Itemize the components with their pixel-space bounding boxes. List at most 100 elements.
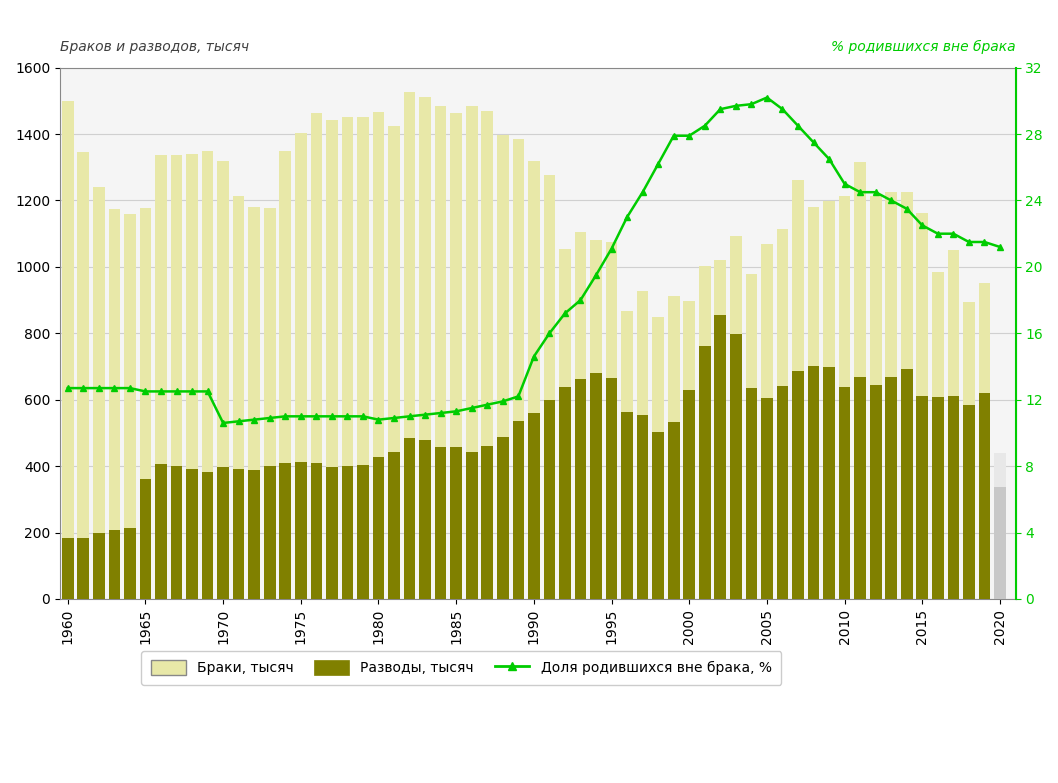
Bar [761, 399, 772, 599]
Bar [388, 452, 400, 599]
Bar [699, 266, 711, 599]
Bar [637, 415, 649, 599]
Bar [217, 467, 229, 599]
Bar [854, 162, 867, 599]
Bar [979, 283, 990, 599]
Bar [932, 397, 944, 599]
Bar [170, 155, 182, 599]
Bar [606, 378, 618, 599]
Bar [792, 179, 804, 599]
Bar [419, 440, 431, 599]
Bar [233, 470, 244, 599]
Bar [901, 192, 913, 599]
Bar [404, 92, 416, 599]
Bar [404, 438, 416, 599]
Bar [295, 463, 307, 599]
Bar [186, 470, 198, 599]
Bar [93, 533, 105, 599]
Bar [653, 432, 664, 599]
Bar [358, 465, 369, 599]
Bar [606, 242, 618, 599]
Bar [466, 452, 477, 599]
Bar [466, 106, 477, 599]
Bar [372, 456, 384, 599]
Bar [590, 240, 602, 599]
Bar [528, 161, 540, 599]
Bar [886, 192, 897, 599]
Bar [93, 187, 105, 599]
Bar [995, 487, 1006, 599]
Bar [263, 208, 275, 599]
Bar [886, 377, 897, 599]
Bar [637, 290, 649, 599]
Bar [963, 302, 974, 599]
Bar [714, 316, 726, 599]
Bar [451, 113, 462, 599]
Bar [62, 101, 74, 599]
Bar [77, 153, 89, 599]
Bar [574, 379, 586, 599]
Bar [124, 214, 135, 599]
Bar [621, 312, 633, 599]
Bar [528, 413, 540, 599]
Bar [512, 420, 524, 599]
Bar [854, 377, 867, 599]
Bar [481, 446, 493, 599]
Bar [839, 387, 851, 599]
Bar [372, 113, 384, 599]
Bar [233, 196, 244, 599]
Bar [249, 207, 260, 599]
Text: Браков и разводов, тысяч: Браков и разводов, тысяч [60, 41, 249, 54]
Bar [481, 111, 493, 599]
Bar [544, 175, 555, 599]
Bar [948, 251, 960, 599]
Bar [140, 207, 151, 599]
Bar [202, 472, 214, 599]
Bar [310, 464, 323, 599]
Bar [668, 422, 679, 599]
Bar [761, 244, 772, 599]
Bar [621, 413, 633, 599]
Bar [963, 406, 974, 599]
Bar [156, 464, 167, 599]
Bar [279, 150, 291, 599]
Bar [326, 467, 338, 599]
Legend: Браки, тысяч, Разводы, тысяч, Доля родившихся вне брака, %: Браки, тысяч, Разводы, тысяч, Доля родив… [142, 651, 781, 685]
Bar [807, 366, 819, 599]
Bar [559, 249, 570, 599]
Bar [870, 196, 881, 599]
Bar [932, 272, 944, 599]
Bar [217, 161, 229, 599]
Bar [186, 154, 198, 599]
Bar [388, 126, 400, 599]
Bar [807, 207, 819, 599]
Bar [109, 209, 121, 599]
Bar [559, 387, 570, 599]
Bar [746, 388, 758, 599]
Bar [668, 297, 679, 599]
Bar [730, 334, 742, 599]
Bar [140, 479, 151, 599]
Bar [295, 133, 307, 599]
Bar [435, 106, 446, 599]
Bar [512, 139, 524, 599]
Bar [746, 274, 758, 599]
Bar [358, 117, 369, 599]
Bar [170, 466, 182, 599]
Bar [823, 200, 835, 599]
Bar [497, 437, 509, 599]
Bar [777, 229, 788, 599]
Bar [263, 467, 275, 599]
Bar [995, 453, 1006, 599]
Bar [124, 528, 135, 599]
Bar [497, 135, 509, 599]
Bar [823, 367, 835, 599]
Bar [792, 371, 804, 599]
Bar [249, 470, 260, 599]
Bar [839, 196, 851, 599]
Text: % родившихся вне брака: % родившихся вне брака [831, 40, 1016, 54]
Bar [342, 466, 353, 599]
Bar [544, 400, 555, 599]
Bar [202, 151, 214, 599]
Bar [451, 447, 462, 599]
